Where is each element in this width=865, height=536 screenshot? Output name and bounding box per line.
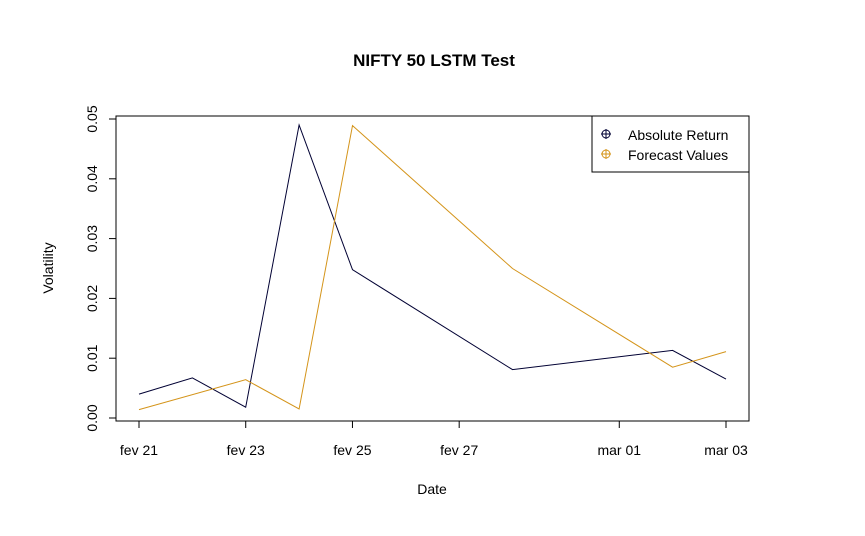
- y-tick-label-5: 0.05: [84, 105, 100, 132]
- legend-marker-forecast-values: [601, 149, 611, 159]
- x-tick-label-2: fev 25: [333, 442, 371, 458]
- y-tick-label-4: 0.04: [84, 165, 100, 192]
- x-axis-label: Date: [417, 481, 447, 497]
- y-tick-label-1: 0.01: [84, 344, 100, 371]
- y-tick-label-3: 0.03: [84, 225, 100, 252]
- x-tick-label-4: mar 01: [597, 442, 641, 458]
- series-line-1: [138, 124, 727, 411]
- plot-area-frame: [115, 115, 750, 422]
- y-tick-label-2: 0.02: [84, 285, 100, 312]
- legend-label-forecast-values: Forecast Values: [628, 147, 728, 163]
- legend-item-absolute-return: Absolute Return: [601, 127, 728, 143]
- legend-box: [591, 115, 750, 173]
- legend-item-forecast-values: Forecast Values: [601, 147, 728, 163]
- x-tick-label-0: fev 21: [120, 442, 158, 458]
- x-tick-label-1: fev 23: [227, 442, 265, 458]
- y-axis: 0.00 0.01 0.02 0.03 0.04 0.05: [84, 105, 116, 432]
- x-tick-label-3: fev 27: [440, 442, 478, 458]
- y-axis-label: Volatility: [40, 242, 56, 293]
- legend: Absolute Return Forecast Values: [591, 115, 750, 173]
- x-tick-label-5: mar 03: [704, 442, 748, 458]
- series-line-0: [138, 123, 727, 408]
- legend-label-absolute-return: Absolute Return: [628, 127, 728, 143]
- series-layer: [138, 123, 727, 411]
- y-tick-label-0: 0.00: [84, 404, 100, 431]
- x-axis: fev 21 fev 23 fev 25 fev 27 mar 01 mar 03: [120, 421, 748, 458]
- legend-marker-absolute-return: [601, 129, 611, 139]
- chart-title: NIFTY 50 LSTM Test: [353, 51, 515, 70]
